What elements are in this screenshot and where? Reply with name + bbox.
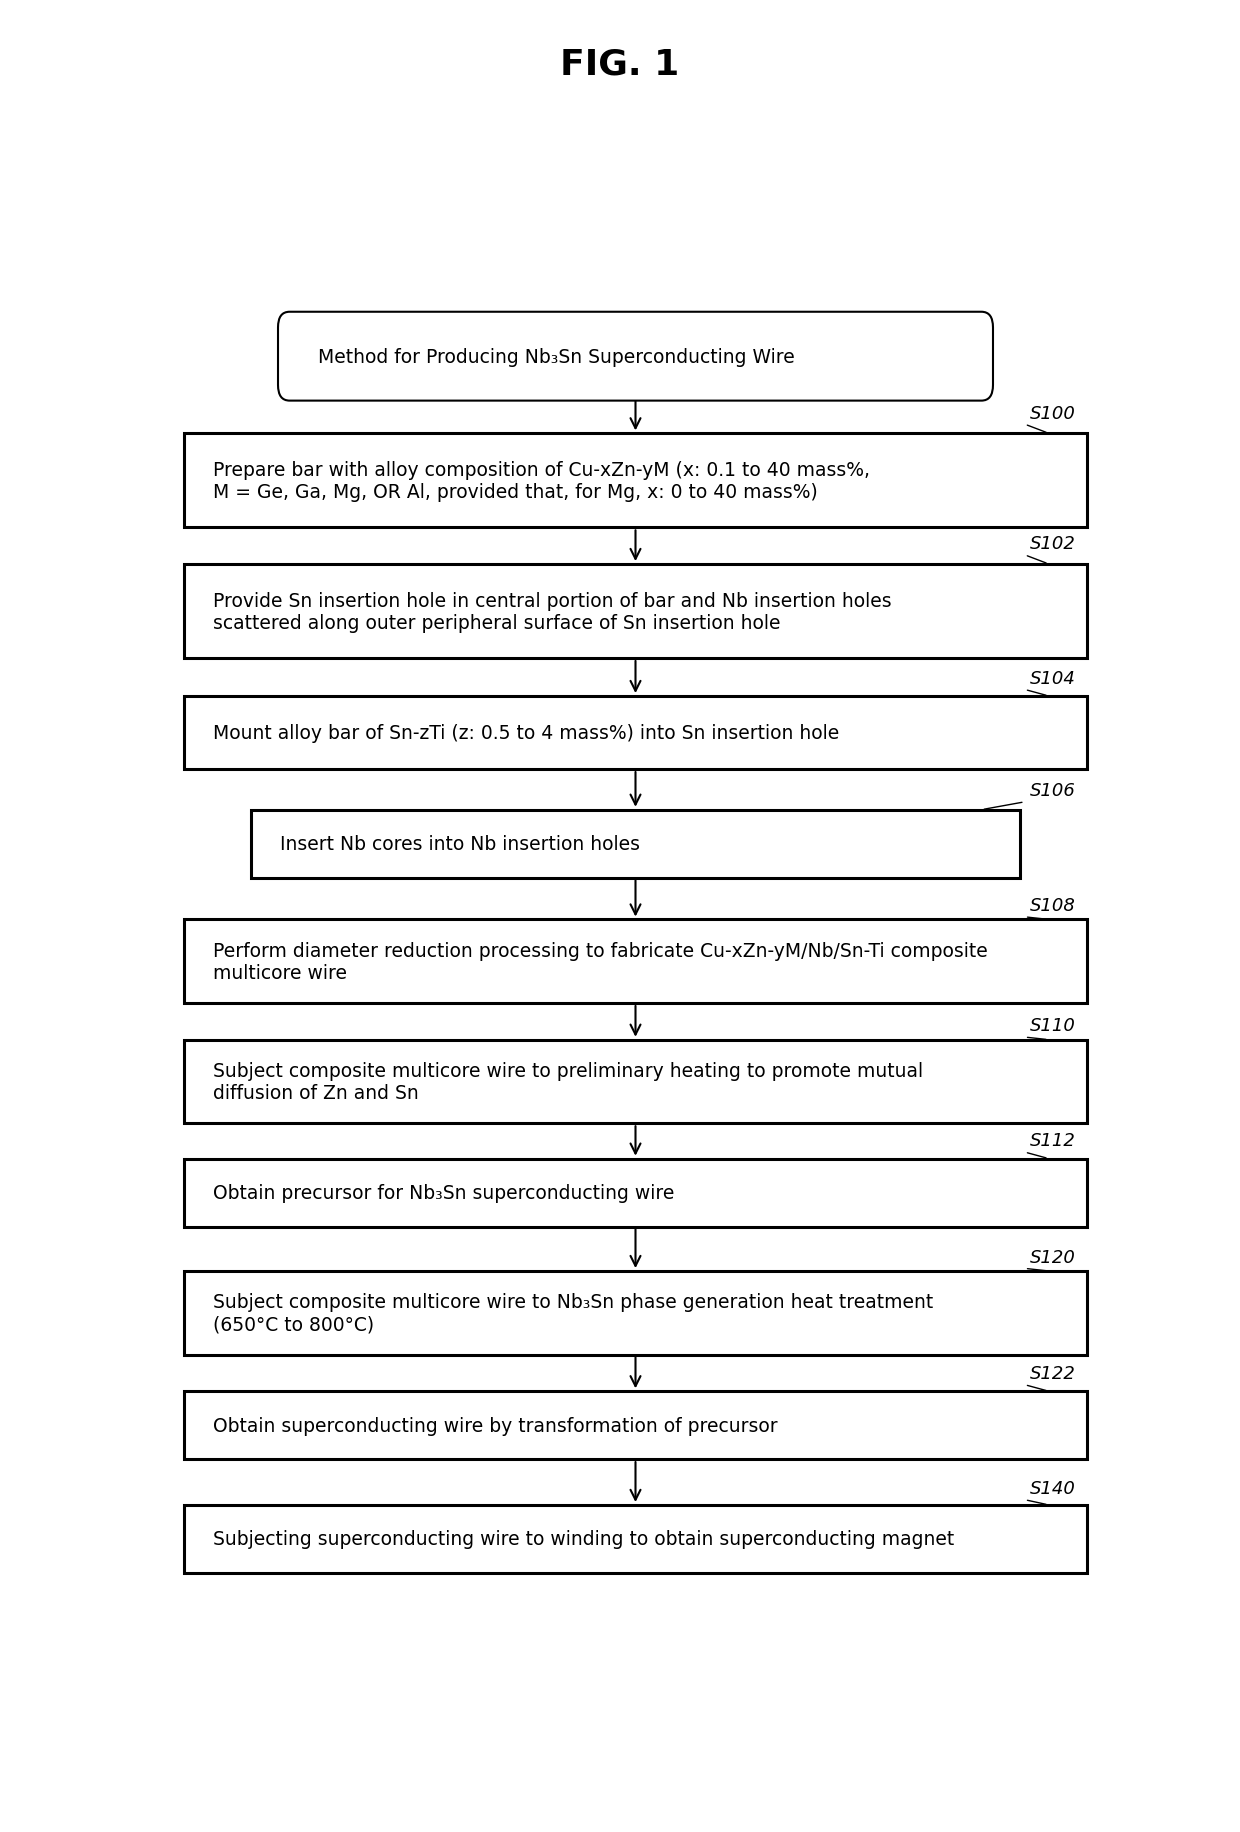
FancyBboxPatch shape [184,1392,1087,1460]
FancyBboxPatch shape [184,564,1087,660]
Text: Method for Producing Nb₃Sn Superconducting Wire: Method for Producing Nb₃Sn Superconducti… [319,348,795,366]
Text: Obtain superconducting wire by transformation of precursor: Obtain superconducting wire by transform… [213,1416,777,1434]
FancyBboxPatch shape [184,434,1087,528]
Text: S140: S140 [1029,1478,1075,1497]
Text: Insert Nb cores into Nb insertion holes: Insert Nb cores into Nb insertion holes [280,835,640,854]
Text: S112: S112 [1029,1132,1075,1150]
Text: Perform diameter reduction processing to fabricate Cu-xZn-yM/Nb/Sn-Ti composite
: Perform diameter reduction processing to… [213,942,987,982]
FancyBboxPatch shape [250,810,1019,878]
FancyBboxPatch shape [184,920,1087,1004]
Text: S100: S100 [1029,405,1075,423]
FancyBboxPatch shape [184,1041,1087,1123]
Text: S106: S106 [1029,782,1075,801]
FancyBboxPatch shape [184,1271,1087,1356]
Text: S104: S104 [1029,669,1075,687]
Text: Subject composite multicore wire to Nb₃Sn phase generation heat treatment
(650°C: Subject composite multicore wire to Nb₃S… [213,1293,932,1334]
Text: Obtain precursor for Nb₃Sn superconducting wire: Obtain precursor for Nb₃Sn superconducti… [213,1183,675,1202]
Text: Subject composite multicore wire to preliminary heating to promote mutual
diffus: Subject composite multicore wire to prel… [213,1061,923,1103]
FancyBboxPatch shape [278,313,993,401]
Text: Prepare bar with alloy composition of Cu-xZn-yM (x: 0.1 to 40 mass%,
M = Ge, Ga,: Prepare bar with alloy composition of Cu… [213,460,869,502]
Text: S122: S122 [1029,1365,1075,1383]
Text: S102: S102 [1029,535,1075,553]
Text: S120: S120 [1029,1248,1075,1266]
Text: Subjecting superconducting wire to winding to obtain superconducting magnet: Subjecting superconducting wire to windi… [213,1530,954,1548]
FancyBboxPatch shape [184,1160,1087,1227]
FancyBboxPatch shape [184,1506,1087,1574]
Text: Mount alloy bar of Sn-zTi (z: 0.5 to 4 mass%) into Sn insertion hole: Mount alloy bar of Sn-zTi (z: 0.5 to 4 m… [213,724,839,742]
Text: Provide Sn insertion hole in central portion of bar and Nb insertion holes
scatt: Provide Sn insertion hole in central por… [213,592,892,632]
Text: S108: S108 [1029,896,1075,914]
FancyBboxPatch shape [184,696,1087,769]
Text: FIG. 1: FIG. 1 [560,48,680,81]
Text: S110: S110 [1029,1017,1075,1035]
